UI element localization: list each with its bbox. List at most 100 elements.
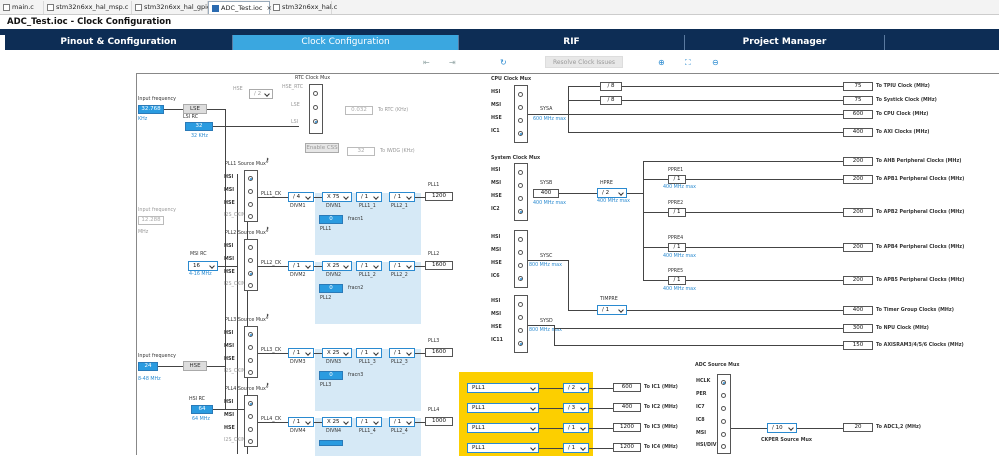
sysd-hse-radio[interactable] — [518, 328, 523, 333]
file-tab-hal-msp[interactable]: stm32n6xx_hal_msp.c — [44, 1, 132, 14]
pll4-divm-dropdown[interactable]: / 1 — [288, 417, 314, 427]
zoom-in-icon[interactable]: ⊕ — [658, 58, 665, 67]
pll2-divm-dropdown[interactable]: / 1 — [288, 261, 314, 271]
adc-ic7-radio[interactable] — [721, 406, 726, 411]
pll4-divn-dropdown[interactable]: X 25 — [322, 417, 352, 427]
sysb-ic2-radio[interactable] — [518, 209, 523, 214]
pll4-divp2-dropdown[interactable]: / 1 — [389, 417, 415, 427]
pll3-fracn-input[interactable]: 0 — [319, 371, 343, 380]
pll3-divp1-dropdown[interactable]: / 1 — [356, 348, 382, 358]
sysc-hsi-radio[interactable] — [518, 237, 523, 242]
ppre5-divider[interactable]: / 1 — [668, 276, 686, 285]
pll3-divn-dropdown[interactable]: X 25 — [322, 348, 352, 358]
pll1-divp1-dropdown[interactable]: / 1 — [356, 192, 382, 202]
rtc-clock-mux[interactable] — [309, 84, 323, 134]
sysc-clock-mux[interactable] — [514, 230, 528, 288]
pll3-divp2-dropdown[interactable]: / 1 — [389, 348, 415, 358]
pll1-divm-dropdown[interactable]: / 4 — [288, 192, 314, 202]
pll1-i2s-radio[interactable] — [248, 214, 253, 219]
pll1-hse-radio[interactable] — [248, 202, 253, 207]
adc-per-radio[interactable] — [721, 393, 726, 398]
ppre2-divider[interactable]: / 1 — [668, 208, 686, 217]
pll3-hse-radio[interactable] — [248, 358, 253, 363]
ic2-divider-dropdown[interactable]: / 3 — [563, 403, 589, 413]
resolve-clock-issues-button[interactable]: Resolve Clock Issues — [545, 56, 623, 68]
file-tab-hal-c[interactable]: stm32n6xx_hal.c — [270, 1, 337, 14]
pll4-source-mux[interactable] — [244, 395, 258, 447]
fit-icon[interactable]: ⛶ — [685, 58, 691, 67]
sysb-hse-radio[interactable] — [518, 196, 523, 201]
zoom-out-icon[interactable]: ⊖ — [712, 58, 719, 67]
refresh-icon[interactable]: ↻ — [500, 58, 507, 67]
rtc-lsi-radio[interactable] — [313, 119, 318, 124]
ppre4-divider[interactable]: / 1 — [668, 243, 686, 252]
sysb-clock-mux[interactable] — [514, 163, 528, 221]
adc-hclk-radio[interactable] — [721, 380, 726, 385]
cpu-msi-radio[interactable] — [518, 105, 523, 110]
pll1-source-mux[interactable] — [244, 170, 258, 222]
hpre-dropdown[interactable]: / 2 — [597, 188, 627, 198]
adc-msi-radio[interactable] — [721, 432, 726, 437]
rtc-hse-radio[interactable] — [313, 91, 318, 96]
tpiu-divider[interactable]: / 8 — [600, 82, 622, 91]
pll3-divm-dropdown[interactable]: / 1 — [288, 348, 314, 358]
sysd-ic11-radio[interactable] — [518, 341, 523, 346]
sysc-ic6-radio[interactable] — [518, 276, 523, 281]
pll1-fracn-input[interactable]: 0 — [319, 215, 343, 224]
sysb-hsi-radio[interactable] — [518, 170, 523, 175]
tab-project-manager[interactable]: Project Manager — [685, 35, 885, 50]
sysc-hse-radio[interactable] — [518, 263, 523, 268]
pll2-hsi-radio[interactable] — [248, 245, 253, 250]
redo-icon[interactable]: ⇥ — [449, 58, 456, 67]
cpu-hse-radio[interactable] — [518, 118, 523, 123]
tab-rif[interactable]: RIF — [459, 35, 685, 50]
sysc-msi-radio[interactable] — [518, 250, 523, 255]
pll1-divn-dropdown[interactable]: X 75 — [322, 192, 352, 202]
tab-clock-configuration[interactable]: Clock Configuration — [233, 35, 459, 50]
adc-ic8-radio[interactable] — [721, 419, 726, 424]
pll3-i2s-radio[interactable] — [248, 370, 253, 375]
close-icon[interactable]: × — [266, 4, 272, 12]
sysd-msi-radio[interactable] — [518, 315, 523, 320]
file-tab-hal-gpio[interactable]: stm32n6xx_hal_gpio.h — [132, 1, 217, 14]
tab-pinout-configuration[interactable]: Pinout & Configuration — [5, 35, 233, 50]
timpre-dropdown[interactable]: / 1 — [597, 305, 627, 315]
ext-frequency-input[interactable]: 12.288 — [138, 216, 164, 225]
pll4-fracn-input[interactable] — [319, 440, 343, 446]
cpu-hsi-radio[interactable] — [518, 92, 523, 97]
msi-rc-dropdown[interactable]: 16 — [188, 261, 218, 271]
ic3-divider-dropdown[interactable]: / 1 — [563, 423, 589, 433]
adc-source-mux[interactable] — [717, 374, 731, 454]
undo-icon[interactable]: ⇤ — [423, 58, 430, 67]
pll3-source-mux[interactable] — [244, 326, 258, 378]
pll4-hse-radio[interactable] — [248, 427, 253, 432]
file-tab-main-c[interactable]: main.c — [0, 1, 44, 14]
ic4-source-dropdown[interactable]: PLL1 — [467, 443, 539, 453]
pll2-i2s-radio[interactable] — [248, 283, 253, 288]
lse-frequency-input[interactable]: 32.768 — [138, 105, 164, 114]
lse-oscillator[interactable]: LSE — [183, 104, 207, 114]
ic1-source-dropdown[interactable]: PLL1 — [467, 383, 539, 393]
sysd-clock-mux[interactable] — [514, 295, 528, 353]
sysb-msi-radio[interactable] — [518, 183, 523, 188]
pll4-hsi-radio[interactable] — [248, 401, 253, 406]
adc-hsidiv-radio[interactable] — [721, 444, 726, 449]
pll2-msi-radio[interactable] — [248, 258, 253, 263]
cpu-clock-mux[interactable] — [514, 85, 528, 143]
ic3-source-dropdown[interactable]: PLL1 — [467, 423, 539, 433]
pll2-divp1-dropdown[interactable]: / 1 — [356, 261, 382, 271]
pll3-msi-radio[interactable] — [248, 345, 253, 350]
ppre1-divider[interactable]: / 1 — [668, 175, 686, 184]
pll2-divp2-dropdown[interactable]: / 1 — [389, 261, 415, 271]
ic1-divider-dropdown[interactable]: / 2 — [563, 383, 589, 393]
pll3-hsi-radio[interactable] — [248, 332, 253, 337]
pll2-divn-dropdown[interactable]: X 25 — [322, 261, 352, 271]
pll1-msi-radio[interactable] — [248, 189, 253, 194]
file-tab-adc-test-ioc[interactable]: ADC_Test.ioc × — [208, 1, 272, 14]
pll2-hse-radio[interactable] — [248, 271, 253, 276]
hse-frequency-input[interactable]: 24 — [138, 362, 158, 371]
rtc-lse-radio[interactable] — [313, 105, 318, 110]
rtc-prescaler-dropdown[interactable]: / 2 — [249, 89, 273, 99]
sysd-hsi-radio[interactable] — [518, 302, 523, 307]
pll2-fracn-input[interactable]: 0 — [319, 284, 343, 293]
